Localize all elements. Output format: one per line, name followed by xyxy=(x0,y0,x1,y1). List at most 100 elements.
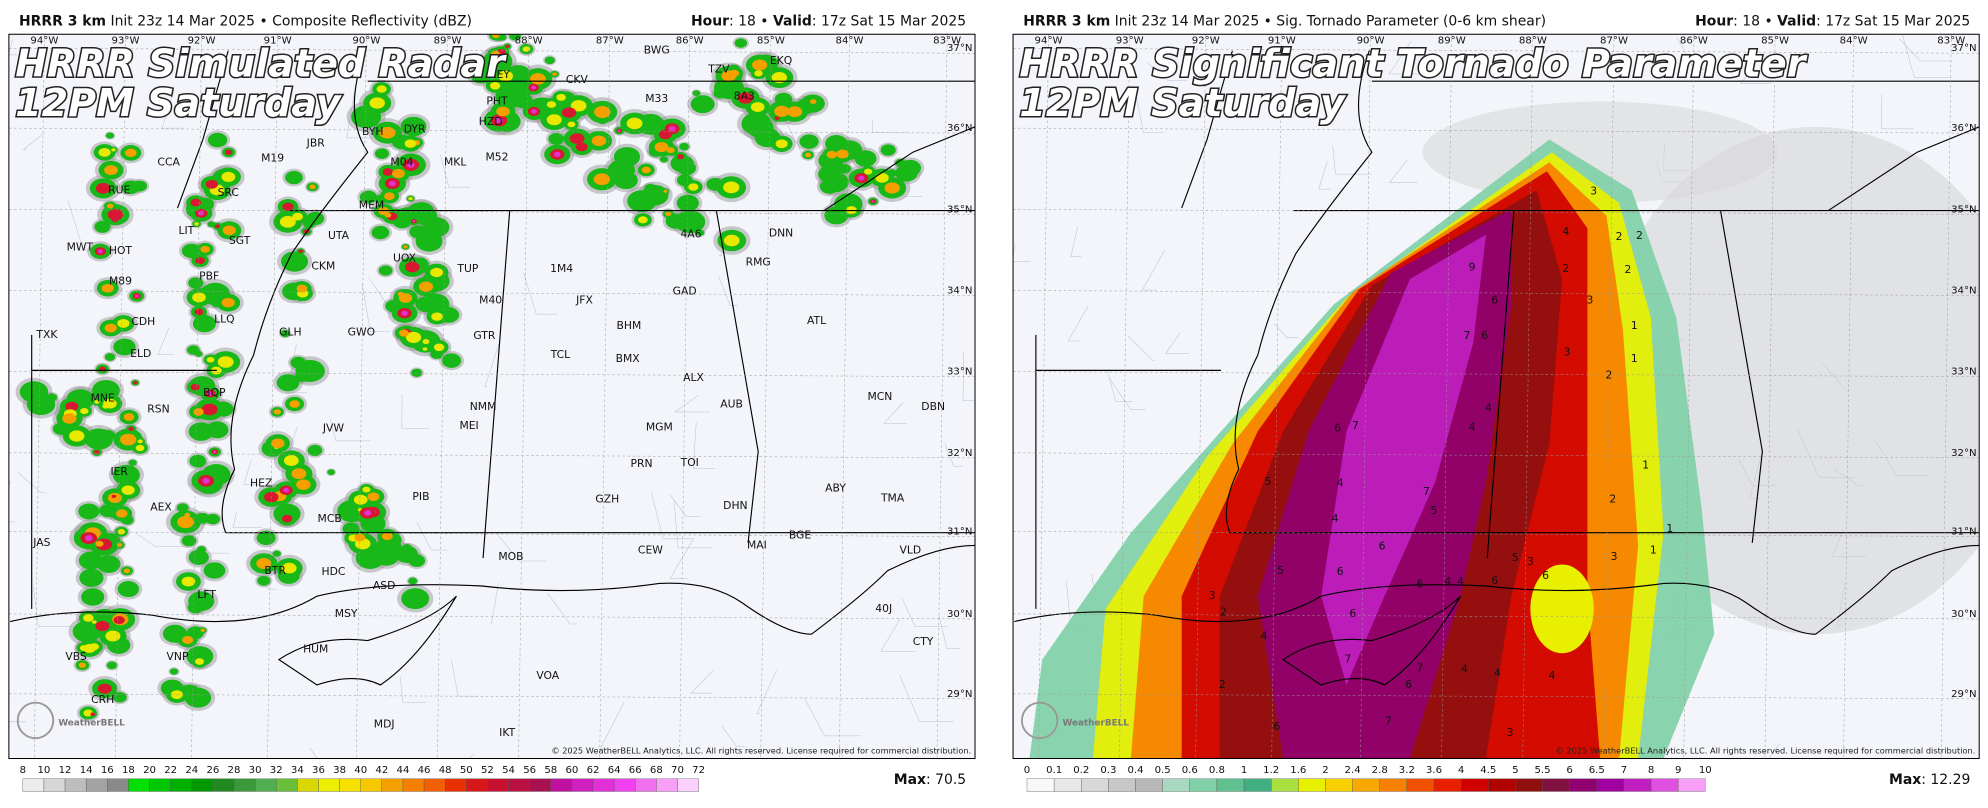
echo xyxy=(819,179,840,194)
graticule xyxy=(760,34,772,759)
graticule xyxy=(8,127,976,134)
echo xyxy=(187,601,204,614)
echo-core xyxy=(666,147,675,154)
colorbar-swatch xyxy=(508,778,530,792)
echo-core xyxy=(123,568,131,574)
graticule xyxy=(518,34,529,759)
station-label: NMM xyxy=(470,400,497,413)
colorbar-swatch xyxy=(1325,778,1353,792)
state-border xyxy=(221,50,369,533)
contour-label: 7 xyxy=(1385,715,1392,728)
latitude-label: 30°N xyxy=(1951,609,1977,620)
longitude-label: 86°W xyxy=(676,36,704,47)
colorbar-swatch xyxy=(1026,778,1055,792)
state-border xyxy=(10,544,976,635)
echo-core xyxy=(217,356,234,368)
county-line xyxy=(599,701,625,750)
echo xyxy=(188,277,204,289)
county-line xyxy=(416,522,447,551)
colorbar-tick-label: 38 xyxy=(333,765,346,776)
panel: HRRR 3 km Init 23z 14 Mar 2025 • Composi… xyxy=(8,14,976,792)
colorbar-tick-label: 44 xyxy=(397,765,410,776)
contour-label: 4 xyxy=(1494,667,1501,680)
latitude-label: 29°N xyxy=(1951,689,1977,700)
longitude-label: 86°W xyxy=(1680,36,1708,47)
colorbar-swatch xyxy=(1053,778,1082,792)
latitude-label: 35°N xyxy=(1951,204,1977,215)
graticule xyxy=(1603,34,1615,759)
echo-core xyxy=(723,181,740,194)
contour-label: 1 xyxy=(1666,522,1673,535)
colorbar-swatch xyxy=(445,778,467,792)
graticule xyxy=(1522,34,1534,759)
station-label: RSN xyxy=(147,403,169,416)
logo: WeatherBELL xyxy=(1063,718,1130,728)
echo xyxy=(745,116,774,138)
echo xyxy=(113,338,136,356)
graticule xyxy=(1119,34,1130,759)
state-border xyxy=(1181,50,1233,209)
longitude-label: 91°W xyxy=(264,36,292,47)
colorbar-swatch xyxy=(1596,778,1625,792)
colorbar-swatch xyxy=(1515,778,1543,792)
echo-core xyxy=(221,171,236,182)
contour-label: 6 xyxy=(1334,422,1341,435)
colorbar-tick-label: 66 xyxy=(629,765,642,776)
echo xyxy=(192,314,216,333)
contour-label: 4 xyxy=(1548,669,1555,682)
station-label: HOT xyxy=(109,244,133,257)
station-label: GWO xyxy=(348,325,375,338)
colorbar-swatch xyxy=(656,778,678,792)
echo-core xyxy=(787,106,803,118)
colorbar-tick-label: 0.5 xyxy=(1155,765,1171,776)
station-label: JBR xyxy=(306,136,326,149)
echo xyxy=(78,551,103,570)
echo xyxy=(105,132,115,139)
echo xyxy=(176,503,189,513)
echo xyxy=(132,180,148,192)
contour-label: 4 xyxy=(1337,476,1344,489)
station-label: AEX xyxy=(150,500,172,513)
echo xyxy=(257,575,271,586)
station-label: AUB xyxy=(720,398,743,411)
echo xyxy=(181,535,197,547)
echo-core xyxy=(137,439,143,444)
colorbar-swatch xyxy=(1216,778,1245,792)
colorbar-swatch xyxy=(1352,778,1380,792)
echo-core xyxy=(128,426,134,432)
colorbar-tick-label: 32 xyxy=(270,765,283,776)
echo xyxy=(627,190,657,213)
longitude-label: 84°W xyxy=(1840,36,1868,47)
copyright: © 2025 WeatherBELL Analytics, LLC. All r… xyxy=(551,745,971,755)
county-line xyxy=(17,472,46,493)
station-label: ALX xyxy=(683,371,704,384)
county-line xyxy=(651,492,696,540)
station-label: MGM xyxy=(646,420,673,433)
colorbar-tick-label: 0.2 xyxy=(1073,765,1089,776)
echo xyxy=(818,165,841,183)
echo-core xyxy=(135,444,145,452)
station-label: GAD xyxy=(673,285,697,298)
colorbar-swatch xyxy=(1081,778,1109,792)
echo-core xyxy=(98,147,111,157)
echo-core xyxy=(505,44,510,48)
colorbar-swatch xyxy=(297,778,319,792)
contour-label: 5 xyxy=(1264,475,1271,488)
contour-label: 6 xyxy=(1491,574,1498,587)
latitude-label: 29°N xyxy=(947,689,973,700)
station-label: 4A6 xyxy=(680,228,701,241)
county-line xyxy=(883,402,907,424)
colorbar-tick-label: 56 xyxy=(523,765,536,776)
county-line xyxy=(399,676,427,703)
echo xyxy=(207,132,228,148)
colorbar-tick-label: 30 xyxy=(249,765,262,776)
station-label: MOB xyxy=(498,550,523,563)
echo-core xyxy=(498,70,514,82)
longitude-label: 87°W xyxy=(1600,36,1628,47)
colorbar-tick-label: 9 xyxy=(1675,765,1681,776)
latitude-label: 31°N xyxy=(947,526,973,537)
station-label: JVW xyxy=(322,422,345,435)
echo xyxy=(162,624,187,643)
state-border xyxy=(482,210,511,559)
run-info: Init 23z 14 Mar 2025 • Sig. Tornado Para… xyxy=(1110,14,1546,30)
